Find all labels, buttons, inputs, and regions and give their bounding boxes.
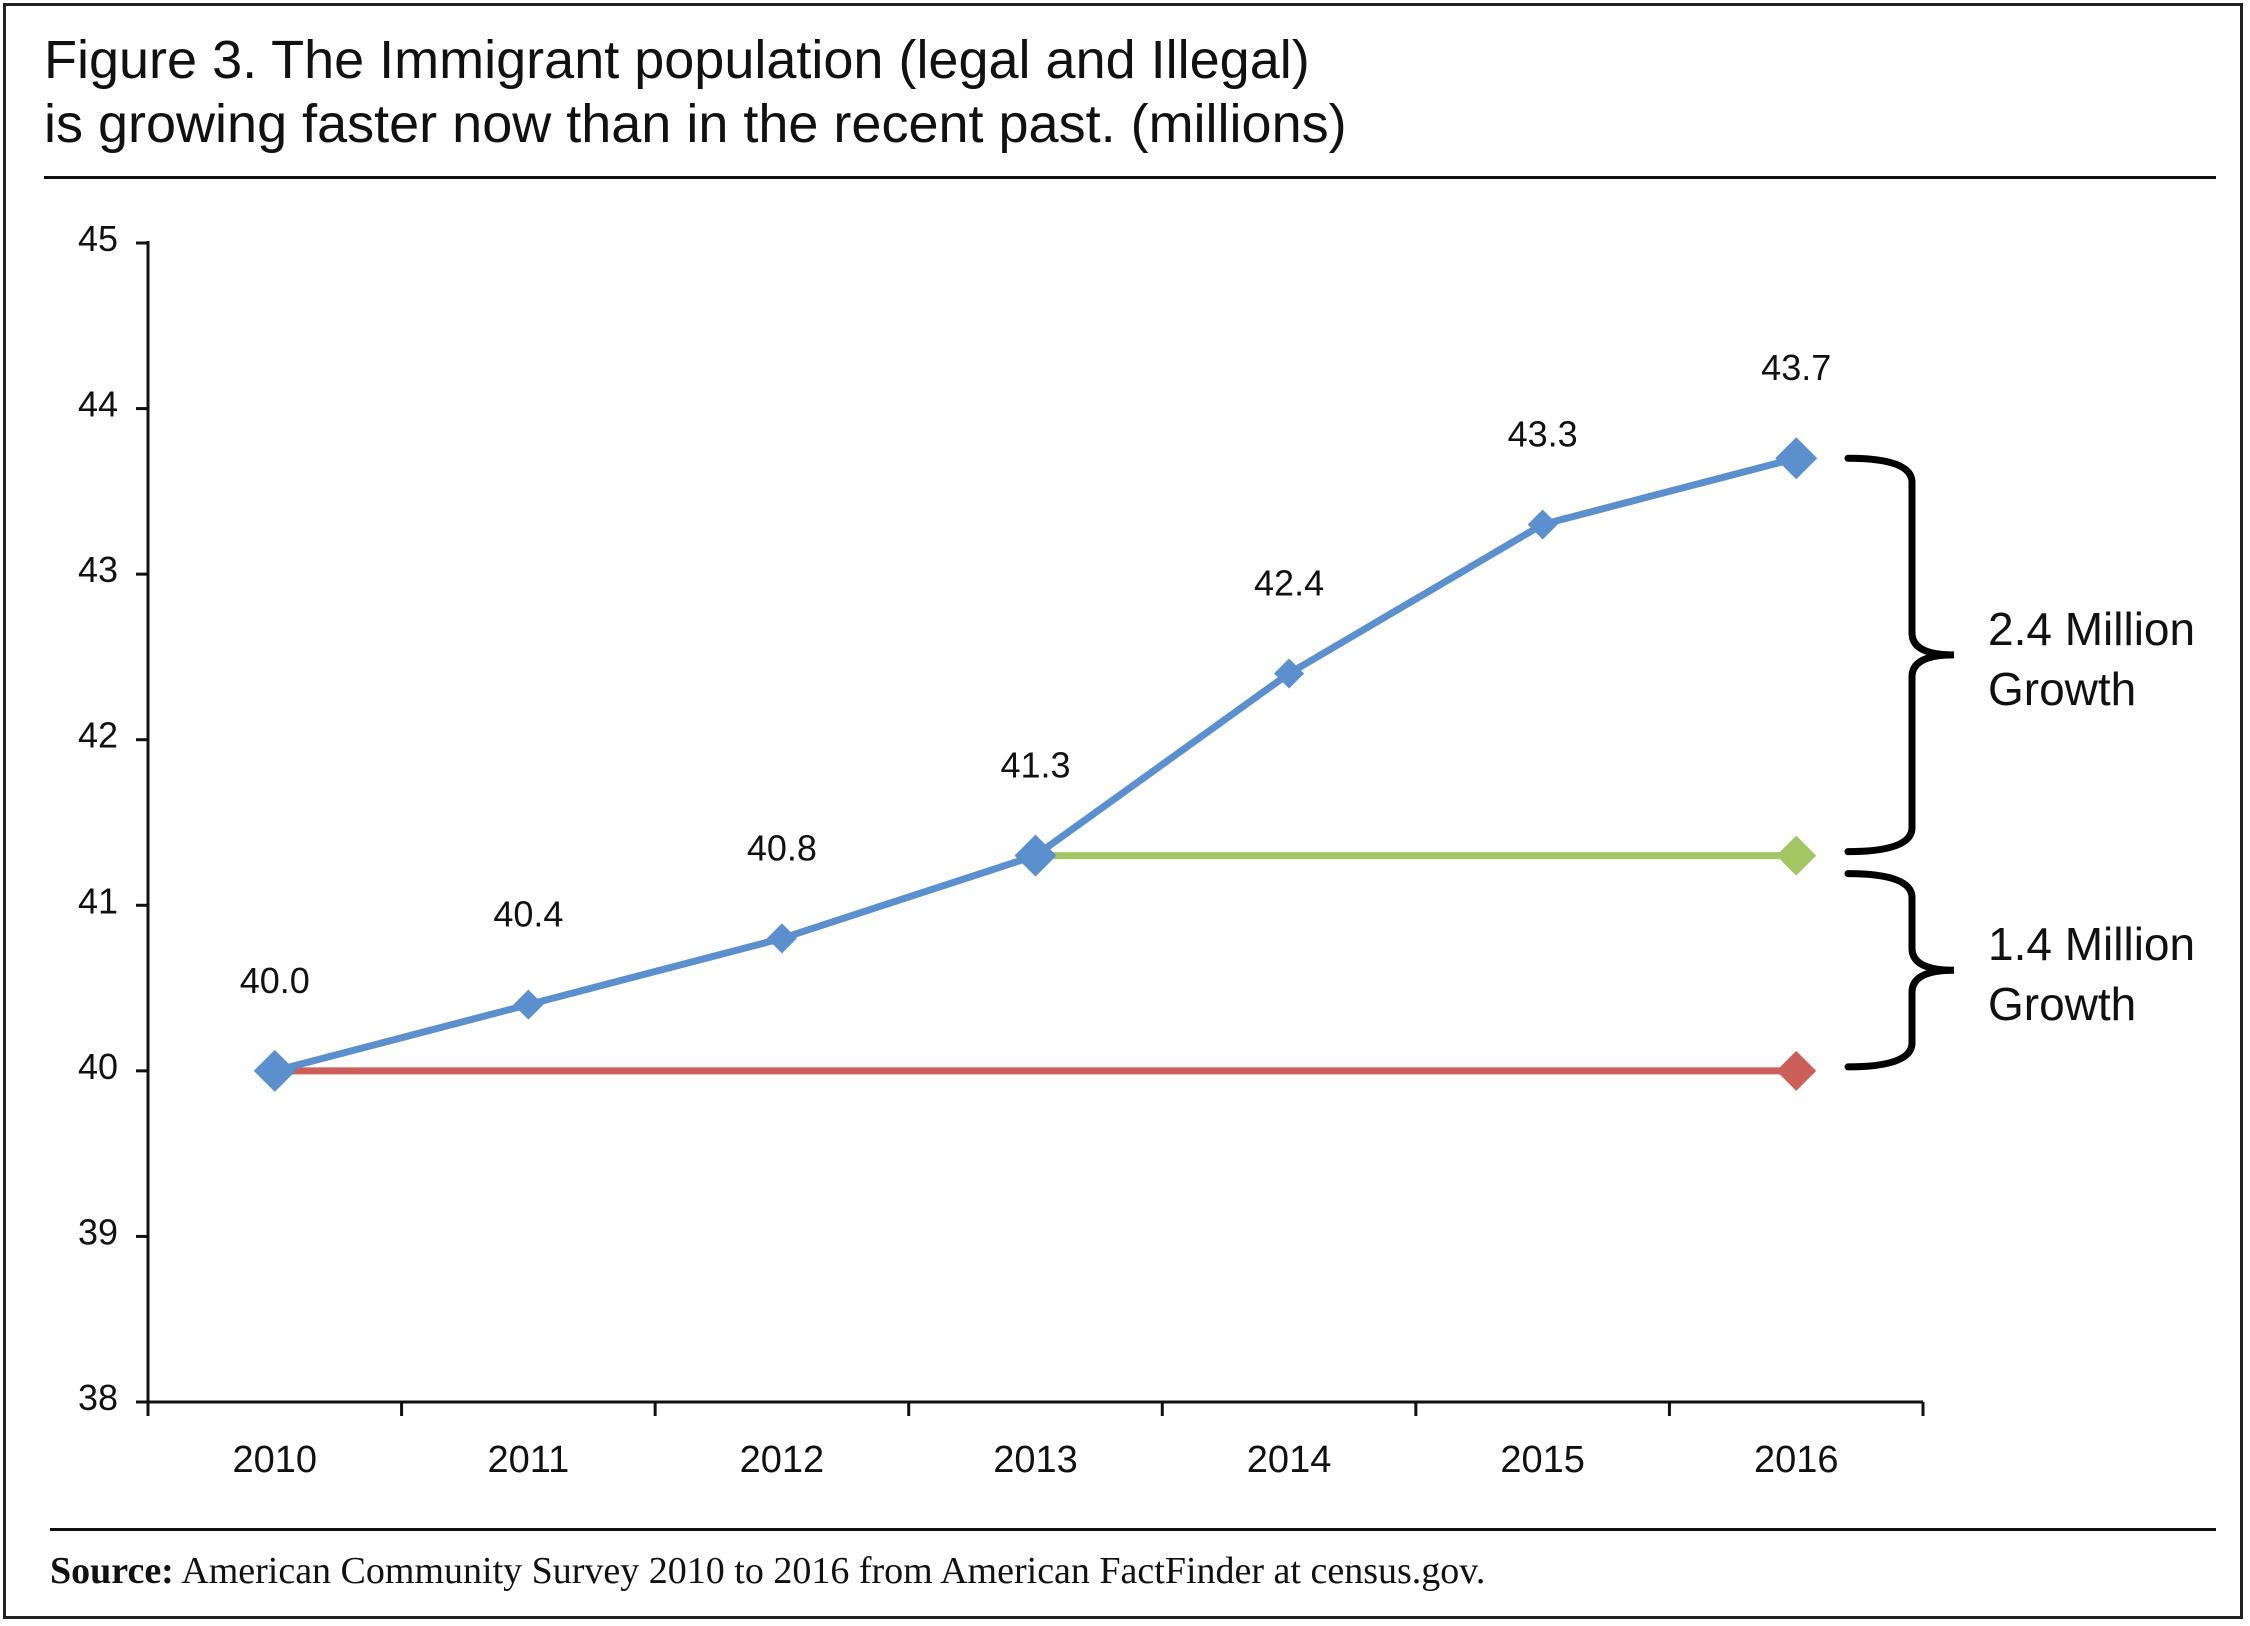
growth-label-line-2: Growth — [1988, 978, 2136, 1030]
data-label: 43.7 — [1761, 347, 1831, 388]
data-label: 40.0 — [240, 960, 310, 1001]
y-tick-label: 45 — [78, 218, 118, 259]
chart-title-line-1: Figure 3. The Immigrant population (lega… — [44, 30, 1310, 90]
chart-annotations: 2.4 Million Growth 1.4 Million Growth — [1844, 454, 2195, 1071]
chart-axes: 38 39 40 41 42 43 44 45 2010 2011 2012 2013 2014 2015… — [78, 218, 1925, 1481]
y-tick-label: 41 — [78, 880, 118, 921]
chart-title-line-2: is growing faster now than in the recent… — [44, 94, 1347, 154]
y-tick-label: 40 — [78, 1046, 118, 1087]
y-tick-label: 44 — [78, 384, 118, 425]
source-label: Source: — [50, 1550, 174, 1592]
data-label: 43.3 — [1508, 413, 1578, 454]
growth-label-line-1: 1.4 Million — [1988, 918, 2195, 970]
y-tick-label: 43 — [78, 549, 118, 590]
y-tick-label: 39 — [78, 1211, 118, 1252]
data-label: 41.3 — [1000, 745, 1070, 786]
series-0-marker — [1274, 658, 1305, 689]
title-divider — [44, 176, 2216, 179]
data-label: 40.8 — [747, 827, 817, 868]
series-0-marker — [513, 989, 544, 1020]
figure-frame: Figure 3. The Immigrant population (lega… — [3, 3, 2243, 1619]
x-tick-label: 2010 — [233, 1439, 318, 1481]
x-tick-label: 2012 — [740, 1439, 825, 1481]
growth-label-line-1: 2.4 Million — [1988, 603, 2195, 655]
x-tick-label: 2016 — [1754, 1439, 1839, 1481]
line-chart: 38 39 40 41 42 43 44 45 2010 2011 2012 2013 2014 2015… — [78, 218, 2195, 1481]
y-tick-label: 42 — [78, 715, 118, 756]
x-tick-label: 2011 — [487, 1439, 569, 1481]
x-tick-label: 2013 — [993, 1439, 1078, 1481]
series-0-marker — [1775, 437, 1818, 480]
source-text: American Community Survey 2010 to 2016 f… — [173, 1550, 1486, 1592]
series-1-marker — [1776, 835, 1817, 876]
growth-brace — [1844, 454, 1955, 856]
chart-title: Figure 3. The Immigrant population (lega… — [44, 28, 1544, 156]
data-label: 40.4 — [493, 894, 563, 935]
series-0-marker — [253, 1049, 296, 1092]
series-2-marker — [1776, 1050, 1817, 1091]
growth-label-line-2: Growth — [1988, 663, 2136, 715]
x-tick-label: 2014 — [1247, 1439, 1332, 1481]
growth-brace — [1844, 870, 1955, 1071]
series-0-marker — [1527, 509, 1558, 540]
source-note: Source: American Community Survey 2010 t… — [50, 1548, 2200, 1594]
y-tick-label: 38 — [78, 1377, 118, 1418]
series-0-marker — [1014, 834, 1057, 877]
series-0-marker — [766, 923, 797, 954]
footer-divider — [50, 1528, 2216, 1531]
chart-markers — [253, 437, 1818, 1092]
data-label: 42.4 — [1254, 562, 1324, 603]
x-tick-label: 2015 — [1500, 1439, 1585, 1481]
chart-data-labels: 40.0 40.4 40.8 41.3 42.4 43.3 43.7 — [240, 347, 1832, 1001]
